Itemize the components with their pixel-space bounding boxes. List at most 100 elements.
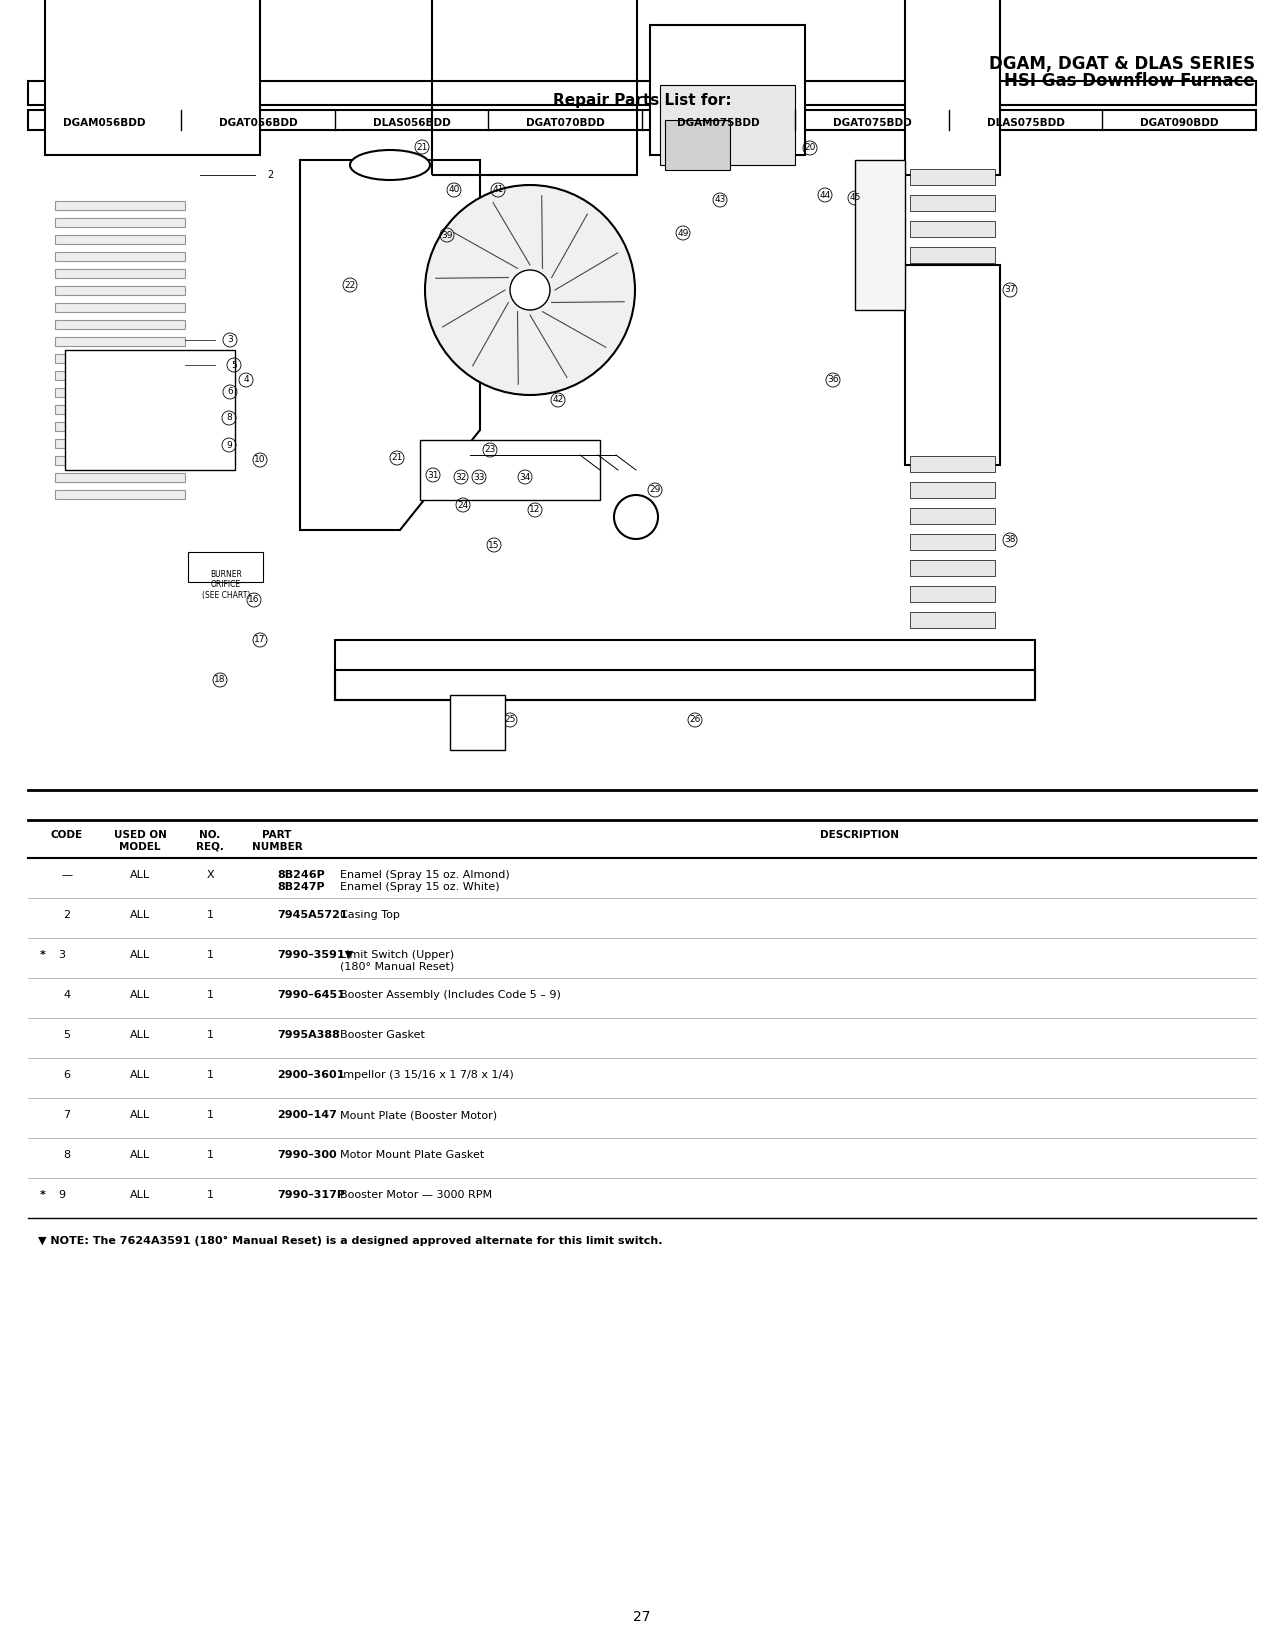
- Polygon shape: [300, 160, 480, 530]
- Bar: [910, 248, 995, 262]
- Bar: [910, 168, 995, 185]
- Bar: [665, 120, 731, 170]
- Text: 1: 1: [207, 1069, 213, 1081]
- Bar: [335, 670, 1035, 700]
- Bar: [910, 195, 995, 211]
- Text: 15: 15: [488, 541, 499, 549]
- Text: 1: 1: [207, 950, 213, 960]
- Text: ALL: ALL: [130, 1030, 150, 1040]
- Text: 7995A388: 7995A388: [277, 1030, 340, 1040]
- Text: DGAT090BDD: DGAT090BDD: [1140, 119, 1219, 129]
- Text: 39: 39: [442, 231, 453, 239]
- Text: Booster Assembly (Includes Code 5 – 9): Booster Assembly (Includes Code 5 – 9): [340, 990, 561, 1000]
- Circle shape: [510, 271, 550, 310]
- Text: ALL: ALL: [130, 1190, 150, 1200]
- Text: 7990–3591▼: 7990–3591▼: [277, 950, 353, 960]
- Bar: [449, 695, 505, 751]
- Text: 22: 22: [344, 280, 356, 289]
- Text: 7: 7: [63, 1110, 71, 1120]
- Text: 20: 20: [804, 144, 815, 152]
- Bar: [910, 351, 995, 366]
- Bar: [910, 325, 995, 342]
- Bar: [55, 234, 185, 244]
- Text: ALL: ALL: [130, 870, 150, 879]
- Text: 49: 49: [678, 228, 688, 238]
- Text: 8: 8: [226, 414, 232, 422]
- Bar: [910, 455, 995, 472]
- Text: ALL: ALL: [130, 950, 150, 960]
- Text: ALL: ALL: [130, 1150, 150, 1160]
- Text: 17: 17: [254, 635, 266, 645]
- Bar: [910, 403, 995, 419]
- Bar: [65, 350, 235, 470]
- Text: *: *: [40, 1190, 50, 1200]
- Bar: [55, 337, 185, 346]
- Bar: [55, 455, 185, 465]
- Text: ALL: ALL: [130, 1069, 150, 1081]
- Text: 16: 16: [248, 596, 259, 604]
- Bar: [650, 25, 805, 155]
- Text: NO.
REQ.: NO. REQ.: [196, 830, 223, 851]
- Bar: [55, 422, 185, 431]
- Text: BURNER
ORIFICE
(SEE CHART): BURNER ORIFICE (SEE CHART): [202, 569, 250, 601]
- Text: 5: 5: [63, 1030, 71, 1040]
- Text: 37: 37: [1004, 285, 1016, 294]
- Text: 25: 25: [505, 716, 516, 724]
- Text: 7990–300: 7990–300: [277, 1150, 336, 1160]
- Text: 45: 45: [849, 193, 860, 203]
- Text: 4: 4: [63, 990, 71, 1000]
- Bar: [55, 285, 185, 295]
- Text: DGAM056BDD: DGAM056BDD: [63, 119, 146, 129]
- Bar: [420, 441, 600, 500]
- Text: 6: 6: [63, 1069, 71, 1081]
- Text: DLAS056BDD: DLAS056BDD: [372, 119, 451, 129]
- Text: Motor Mount Plate Gasket: Motor Mount Plate Gasket: [340, 1150, 484, 1160]
- Text: 12: 12: [529, 505, 541, 515]
- Text: 18: 18: [214, 675, 226, 685]
- Text: DGAT075BDD: DGAT075BDD: [833, 119, 912, 129]
- Text: 3: 3: [59, 950, 65, 960]
- Text: 27: 27: [633, 1610, 651, 1624]
- Text: ALL: ALL: [130, 911, 150, 921]
- Text: 31: 31: [428, 470, 439, 480]
- Text: 1: 1: [207, 1030, 213, 1040]
- Text: 7945A5721: 7945A5721: [277, 911, 348, 921]
- Text: Impellor (3 15/16 x 1 7/8 x 1/4): Impellor (3 15/16 x 1 7/8 x 1/4): [340, 1069, 514, 1081]
- Text: DGAM, DGAT & DLAS SERIES: DGAM, DGAT & DLAS SERIES: [989, 54, 1254, 73]
- Text: 41: 41: [492, 185, 503, 195]
- Text: 4: 4: [243, 376, 249, 384]
- Text: 1: 1: [207, 1150, 213, 1160]
- Circle shape: [425, 185, 636, 394]
- Text: 36: 36: [827, 376, 838, 384]
- Bar: [910, 586, 995, 602]
- Text: 7990–6451: 7990–6451: [277, 990, 345, 1000]
- Text: DLAS075BDD: DLAS075BDD: [987, 119, 1064, 129]
- Text: DGAM075BDD: DGAM075BDD: [678, 119, 760, 129]
- Text: 24: 24: [457, 500, 469, 510]
- Text: 40: 40: [448, 185, 460, 195]
- Ellipse shape: [351, 150, 430, 180]
- Text: 1: 1: [207, 1190, 213, 1200]
- Bar: [910, 559, 995, 576]
- Bar: [55, 404, 185, 414]
- Bar: [55, 252, 185, 261]
- Bar: [187, 553, 263, 582]
- Text: 23: 23: [484, 446, 496, 454]
- Text: 2900–147: 2900–147: [277, 1110, 336, 1120]
- Bar: [55, 388, 185, 398]
- Bar: [910, 272, 995, 289]
- Bar: [55, 490, 185, 498]
- Text: 32: 32: [456, 472, 466, 482]
- Text: 7990–317P: 7990–317P: [277, 1190, 345, 1200]
- Bar: [910, 299, 995, 315]
- Bar: [910, 376, 995, 393]
- Text: X: X: [207, 870, 214, 879]
- Text: 5: 5: [231, 360, 236, 370]
- Text: 42: 42: [552, 396, 564, 404]
- Bar: [910, 535, 995, 549]
- Bar: [55, 320, 185, 328]
- Text: USED ON
MODEL: USED ON MODEL: [113, 830, 167, 851]
- Bar: [431, 0, 637, 175]
- Text: DGAT070BDD: DGAT070BDD: [526, 119, 605, 129]
- Text: 26: 26: [690, 716, 701, 724]
